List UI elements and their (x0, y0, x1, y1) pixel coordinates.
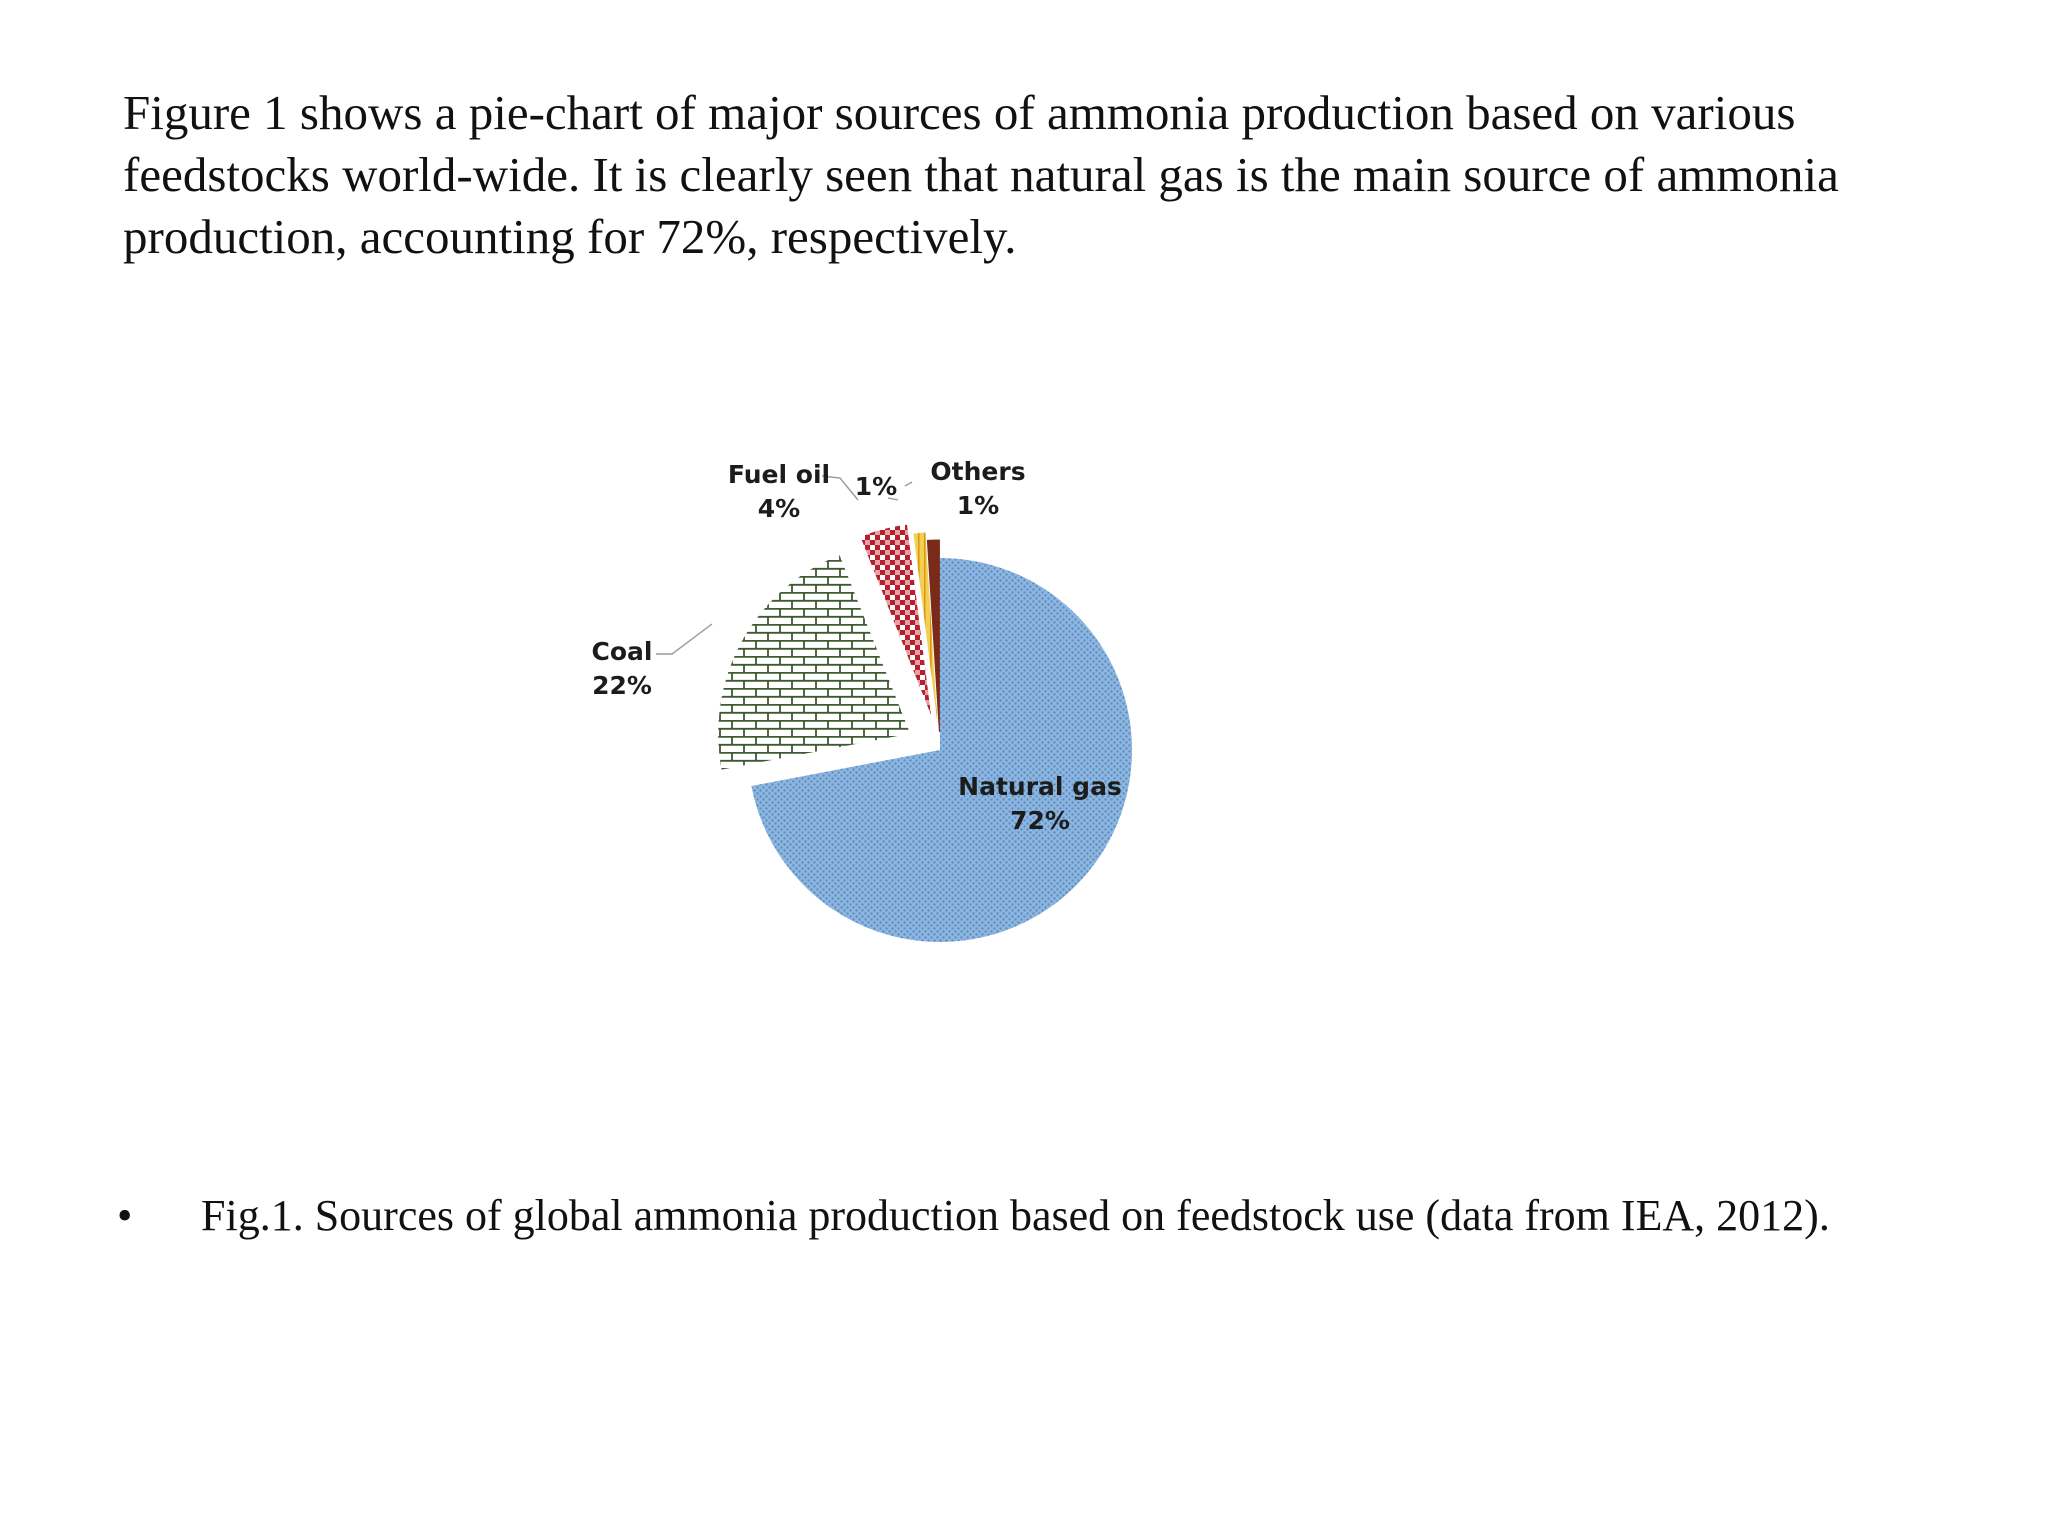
pie-slice-coal (718, 555, 911, 770)
pie-slice-fuel-oil (860, 524, 932, 716)
pie-label-coal: Coal 22% (592, 637, 653, 700)
pie-label-others: Others 1% (930, 457, 1025, 520)
pie-slice-natural-gas (751, 558, 1132, 942)
caption-text: Fig.1. Sources of global ammonia product… (201, 1191, 1830, 1240)
pie-label-fuel-oil: Fuel oil 4% (728, 460, 830, 523)
bullet-marker: • (117, 1191, 133, 1240)
pie-slice-unnamed (913, 532, 938, 725)
leader-line (821, 475, 859, 501)
leader-line (904, 481, 913, 487)
pie-slice-others (926, 539, 940, 733)
pie-label-unnamed: 1% (855, 472, 897, 501)
leader-line (887, 497, 899, 501)
pie-label-natural-gas: Natural gas 72% (958, 772, 1122, 835)
leader-line (656, 623, 713, 655)
intro-paragraph: Figure 1 shows a pie-chart of major sour… (123, 85, 1839, 264)
